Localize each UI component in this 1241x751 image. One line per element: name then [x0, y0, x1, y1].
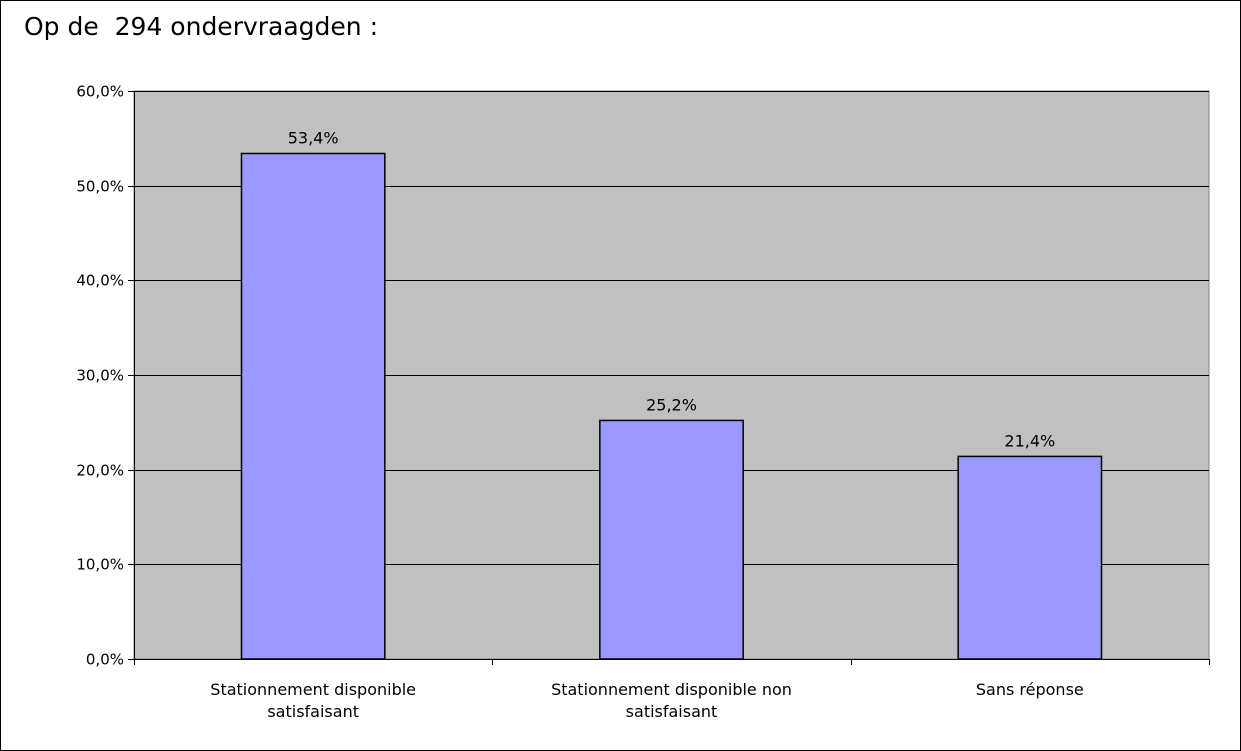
- bar: [957, 455, 1103, 660]
- x-category-label: Sans réponse: [976, 680, 1084, 699]
- x-category-labels: Stationnement disponible satisfaisantStat…: [210, 680, 1083, 721]
- bar: [599, 419, 744, 660]
- y-tick-label: 30,0%: [76, 367, 124, 385]
- bars: [240, 152, 1103, 660]
- x-category-label-line: Sans réponse: [976, 680, 1084, 699]
- data-label: 21,4%: [1004, 431, 1055, 450]
- bar: [240, 152, 386, 660]
- x-category-label-line: Stationnement disponible: [210, 680, 416, 699]
- y-tick-label: 20,0%: [76, 462, 124, 480]
- data-label: 25,2%: [646, 395, 697, 414]
- data-label: 53,4%: [288, 128, 339, 147]
- x-category-label-line: satisfaisant: [267, 702, 359, 721]
- data-labels: 53,4% 25,2% 21,4%: [288, 128, 1055, 450]
- x-category-label-line: Stationnement disponible non: [551, 680, 792, 699]
- x-category-label: Stationnement disponible satisfaisant: [210, 680, 416, 721]
- page-title: Op de 294 ondervraagden :: [24, 12, 379, 41]
- y-tick-label: 50,0%: [76, 178, 124, 196]
- y-tick-label: 10,0%: [76, 556, 124, 574]
- y-tick-label: 40,0%: [76, 272, 124, 290]
- x-category-label-line: satisfaisant: [626, 702, 718, 721]
- axes: [128, 91, 1210, 665]
- y-tick-label: 0,0%: [86, 651, 124, 669]
- x-category-label: Stationnement disponible non satisfaisant: [551, 680, 792, 721]
- y-tick-labels: 0,0% 10,0% 20,0% 30,0% 40,0% 50,0% 60,0%: [76, 83, 124, 669]
- y-tick-label: 60,0%: [76, 83, 124, 101]
